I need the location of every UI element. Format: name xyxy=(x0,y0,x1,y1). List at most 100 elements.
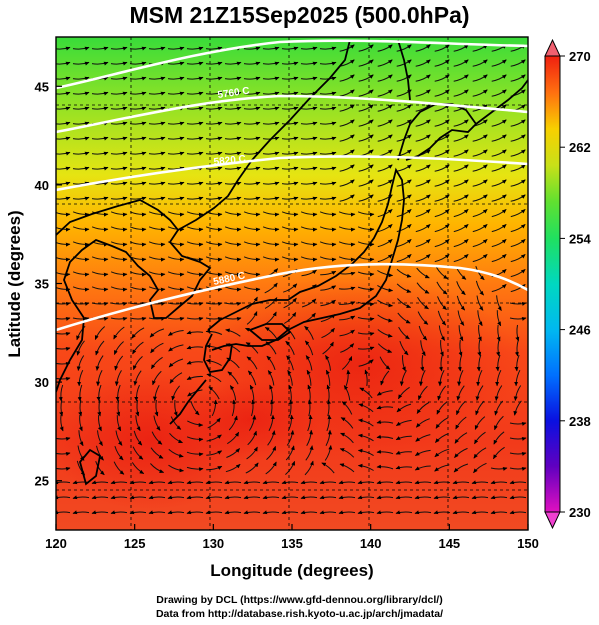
streamline-arrow xyxy=(56,166,71,171)
streamline-arrow xyxy=(243,480,261,485)
streamline-arrow xyxy=(186,181,204,186)
streamline-arrow xyxy=(110,226,128,232)
streamline-arrow xyxy=(224,271,242,277)
streamline-arrow xyxy=(417,296,429,310)
streamline-arrow xyxy=(281,211,299,217)
streamline-arrow xyxy=(110,46,128,51)
streamline-arrow xyxy=(132,356,143,371)
streamline-arrow xyxy=(72,106,90,111)
streamline-arrow xyxy=(97,399,102,417)
streamline-arrow xyxy=(491,119,507,127)
streamline-arrow xyxy=(496,339,500,357)
streamline-arrow xyxy=(224,495,242,500)
streamline-arrow xyxy=(376,495,394,500)
streamline-arrow xyxy=(491,239,507,248)
streamline-arrow xyxy=(148,271,166,277)
x-axis: 120 125 130 135 140 145 150 xyxy=(45,524,539,551)
streamline-arrow xyxy=(433,510,451,515)
streamline-arrow xyxy=(224,241,242,247)
streamline-arrow xyxy=(224,106,242,111)
streamline-arrow xyxy=(91,256,109,262)
chart-title: MSM 21Z15Sep2025 (500.0hPa) xyxy=(129,2,470,28)
streamline-arrow xyxy=(475,280,484,296)
streamline-arrow xyxy=(339,119,355,127)
streamline-arrow xyxy=(377,284,394,293)
streamline-arrow xyxy=(377,44,393,52)
streamline-arrow xyxy=(358,44,374,52)
streamline-arrow xyxy=(148,510,166,515)
streamline-arrow xyxy=(205,241,223,247)
streamline-arrow xyxy=(205,317,223,321)
streamline-arrow xyxy=(186,375,203,380)
streamline-arrow xyxy=(167,495,185,500)
streamline-arrow xyxy=(205,329,223,335)
streamline-arrow xyxy=(396,44,412,52)
streamline-arrow xyxy=(150,447,164,459)
contour-5880 xyxy=(56,155,528,192)
streamline-arrow xyxy=(433,495,451,500)
streamline-arrow xyxy=(339,194,355,202)
streamline-arrow xyxy=(56,452,71,456)
streamline-arrow xyxy=(281,136,299,141)
streamline-arrow xyxy=(131,462,145,475)
streamline-arrow xyxy=(395,510,413,515)
streamline-arrow xyxy=(300,46,318,51)
coastlines xyxy=(56,39,528,486)
streamline-arrow xyxy=(224,166,242,171)
x-tick-label: 145 xyxy=(438,536,460,551)
streamline-arrow xyxy=(395,465,413,470)
streamline-arrow xyxy=(245,342,259,354)
streamline-arrow xyxy=(205,510,223,515)
streamline-arrow xyxy=(377,134,393,142)
streamline-arrow xyxy=(91,495,109,500)
streamline-arrow xyxy=(56,437,71,441)
streamline-arrow xyxy=(56,76,71,81)
streamline-arrow xyxy=(438,354,443,372)
streamline-arrow xyxy=(510,254,526,263)
streamline-arrow xyxy=(110,91,128,96)
streamline-arrow xyxy=(435,267,449,280)
streamline-arrow xyxy=(477,310,483,327)
streamline-arrow xyxy=(300,151,318,156)
streamline-arrow xyxy=(321,462,335,474)
streamline-arrow xyxy=(474,431,486,445)
streamline-arrow xyxy=(56,271,71,277)
streamline-arrow xyxy=(186,226,204,232)
streamline-arrow xyxy=(436,281,448,295)
streamline-arrow xyxy=(91,226,109,232)
streamline-arrow xyxy=(509,437,527,441)
streamline-arrow xyxy=(205,61,223,66)
streamline-arrow xyxy=(110,480,128,485)
streamline-arrow xyxy=(167,256,185,262)
streamline-arrow xyxy=(358,74,374,82)
streamline-arrow xyxy=(167,211,185,217)
streamline-arrow xyxy=(319,121,337,126)
streamline-arrow xyxy=(72,211,90,217)
streamline-arrow xyxy=(281,241,299,247)
streamline-arrow xyxy=(457,354,463,372)
streamline-arrow xyxy=(110,495,128,500)
streamline-arrow xyxy=(148,166,166,171)
colorbar-bottom-arrow xyxy=(544,511,561,530)
streamline-arrow xyxy=(289,399,294,417)
streamline-arrow xyxy=(453,194,469,202)
streamline-arrow xyxy=(167,196,185,201)
streamline-arrow xyxy=(110,271,128,277)
streamline-arrow xyxy=(206,373,222,383)
streamline-arrow xyxy=(110,181,128,186)
streamline-arrow xyxy=(134,384,140,402)
streamline-arrow xyxy=(72,136,90,141)
streamline-arrow xyxy=(300,196,318,201)
streamline-arrow xyxy=(247,430,257,446)
streamline-arrow xyxy=(418,385,428,401)
streamline-arrow xyxy=(509,510,527,515)
coast-hokkaido xyxy=(397,103,478,161)
streamline-arrow xyxy=(510,239,526,248)
streamline-arrow xyxy=(401,355,406,372)
streamline-arrow xyxy=(453,89,469,97)
streamline-arrow xyxy=(205,166,223,171)
streamline-arrow xyxy=(243,181,261,186)
streamline-arrow xyxy=(325,429,332,446)
streamline-arrow xyxy=(56,317,71,321)
streamline-arrow xyxy=(491,209,507,218)
